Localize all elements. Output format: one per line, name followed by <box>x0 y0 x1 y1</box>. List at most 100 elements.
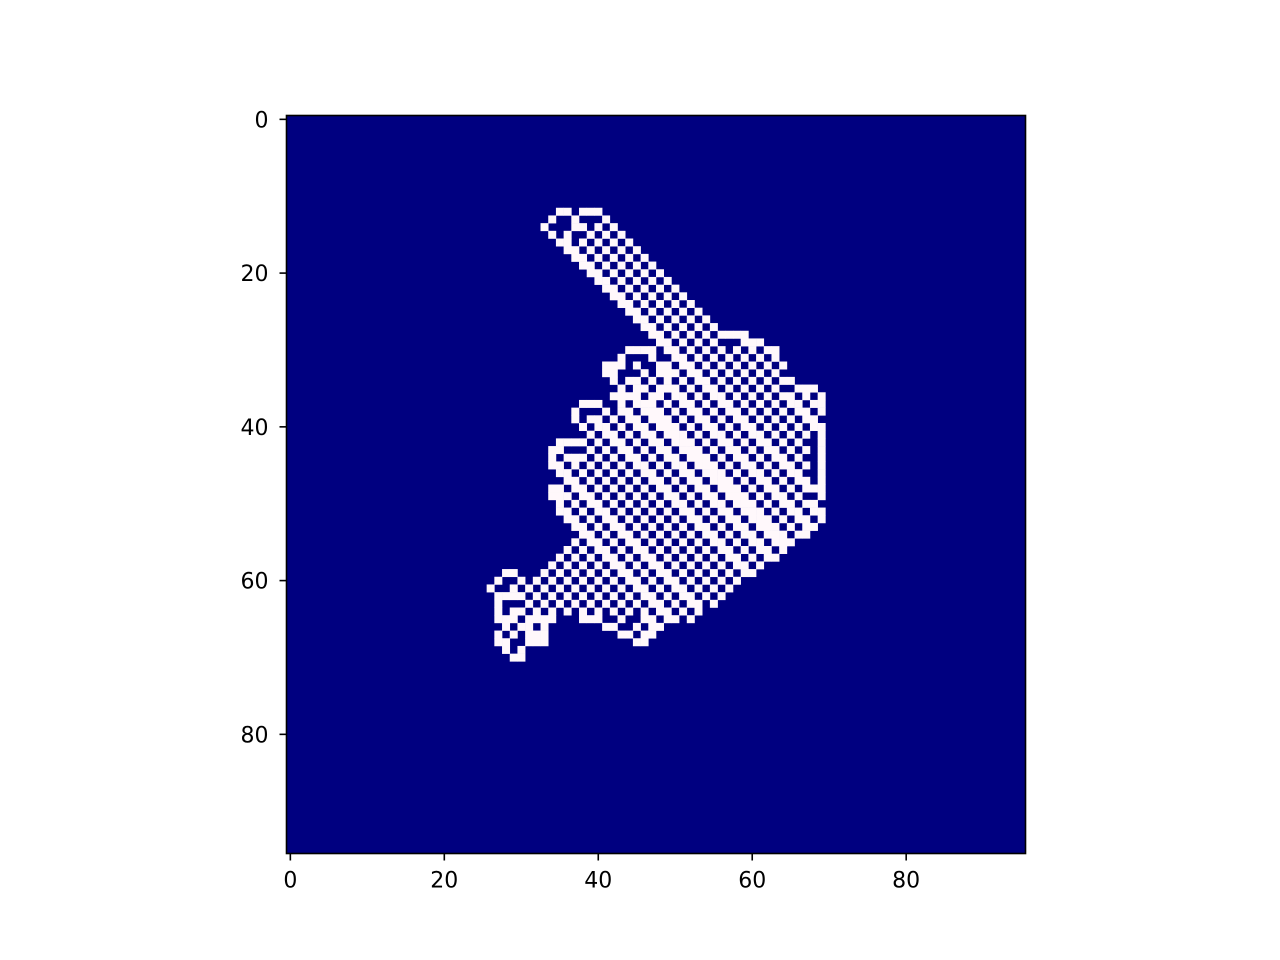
heatmap-cell <box>794 530 803 539</box>
heatmap-cell <box>548 230 557 239</box>
heatmap-cell <box>625 307 634 316</box>
heatmap-cell <box>794 453 803 462</box>
heatmap-cell <box>794 507 803 516</box>
heatmap-cell <box>702 469 711 478</box>
heatmap-cell <box>686 361 695 370</box>
heatmap-cell <box>740 530 749 539</box>
heatmap-cell <box>756 561 765 570</box>
heatmap-cell <box>625 569 634 578</box>
heatmap-cell <box>640 323 649 332</box>
heatmap-cell <box>602 515 611 524</box>
heatmap-cell <box>617 569 626 578</box>
heatmap-cell <box>602 246 611 255</box>
heatmap-cell <box>671 392 680 401</box>
heatmap-cell <box>809 499 818 508</box>
heatmap-cell <box>686 300 695 308</box>
heatmap-cell <box>555 584 564 593</box>
heatmap-cell <box>740 453 749 462</box>
heatmap-cell <box>586 246 595 255</box>
heatmap-cell <box>563 507 572 516</box>
heatmap-cell <box>648 276 657 285</box>
heatmap-cell <box>640 384 649 393</box>
heatmap-cell <box>732 415 741 424</box>
heatmap-cell <box>740 569 749 578</box>
heatmap-cell <box>694 338 703 347</box>
heatmap-cell <box>571 223 580 232</box>
heatmap-cell <box>648 507 657 516</box>
heatmap-cell <box>717 484 726 493</box>
heatmap-cell <box>594 453 603 462</box>
heatmap-cell <box>771 369 780 378</box>
heatmap-cell <box>663 338 672 347</box>
heatmap-cell <box>763 530 772 539</box>
heatmap-cell <box>656 446 664 455</box>
heatmap-cell <box>740 492 749 501</box>
heatmap-cell <box>548 607 557 616</box>
heatmap-cell <box>517 607 526 616</box>
heatmap-cell <box>632 476 641 485</box>
heatmap-cell <box>725 530 734 539</box>
heatmap-cell <box>709 384 718 393</box>
heatmap-cell <box>648 407 657 416</box>
heatmap-cell <box>571 461 580 470</box>
heatmap-cell <box>748 484 757 493</box>
heatmap-cell <box>563 207 572 216</box>
heatmap-cell <box>548 592 557 601</box>
heatmap-cell <box>663 446 672 455</box>
heatmap-cell <box>579 615 588 624</box>
heatmap-cell <box>602 230 611 239</box>
heatmap-cell <box>663 453 672 462</box>
heatmap-cell <box>679 553 688 562</box>
heatmap-cell <box>732 576 741 585</box>
heatmap-cell <box>617 384 626 393</box>
heatmap-cell <box>709 423 718 431</box>
heatmap-cell <box>555 438 564 447</box>
heatmap-cell <box>656 607 664 616</box>
y-tick-label: 80 <box>241 723 269 748</box>
heatmap-cell <box>779 546 788 554</box>
heatmap-cell <box>702 315 711 324</box>
heatmap-cell <box>525 622 534 631</box>
heatmap-cell <box>779 423 788 431</box>
heatmap-cell <box>571 538 580 547</box>
heatmap-cell <box>794 469 803 478</box>
heatmap-cell <box>509 607 518 616</box>
heatmap-cell <box>740 499 749 508</box>
heatmap-cell <box>579 492 588 501</box>
heatmap-cell <box>809 423 818 431</box>
heatmap-cell <box>555 507 564 516</box>
heatmap-cell <box>579 261 588 270</box>
heatmap-cell <box>725 438 734 447</box>
heatmap-cell <box>748 407 757 416</box>
heatmap-cell <box>702 415 711 424</box>
heatmap-cell <box>494 592 503 601</box>
heatmap-cell <box>548 492 557 501</box>
heatmap-cell <box>817 446 826 455</box>
heatmap-cell <box>548 576 557 585</box>
x-axis: 0 20 40 60 80 <box>283 853 920 894</box>
heatmap-cell <box>617 300 626 308</box>
heatmap-cell <box>702 492 711 501</box>
heatmap-cell <box>686 399 695 408</box>
heatmap-cell <box>648 592 657 601</box>
heatmap-cell <box>617 446 626 455</box>
heatmap-cell <box>648 453 657 462</box>
heatmap-cell <box>725 330 734 339</box>
heatmap-cell <box>740 546 749 554</box>
heatmap-cell <box>640 461 649 470</box>
heatmap-cell <box>648 615 657 624</box>
heatmap-cell <box>817 515 826 524</box>
heatmap-cell <box>771 530 780 539</box>
heatmap-cell <box>702 399 711 408</box>
heatmap-cell <box>686 476 695 485</box>
heatmap-cell <box>586 461 595 470</box>
heatmap-cell <box>694 569 703 578</box>
heatmap-cell <box>663 553 672 562</box>
heatmap-cell <box>686 384 695 393</box>
heatmap-cell <box>663 384 672 393</box>
heatmap-cell <box>748 507 757 516</box>
heatmap-cell <box>502 615 511 624</box>
heatmap-cell <box>686 530 695 539</box>
heatmap-cell <box>763 546 772 554</box>
heatmap-cell <box>625 446 634 455</box>
